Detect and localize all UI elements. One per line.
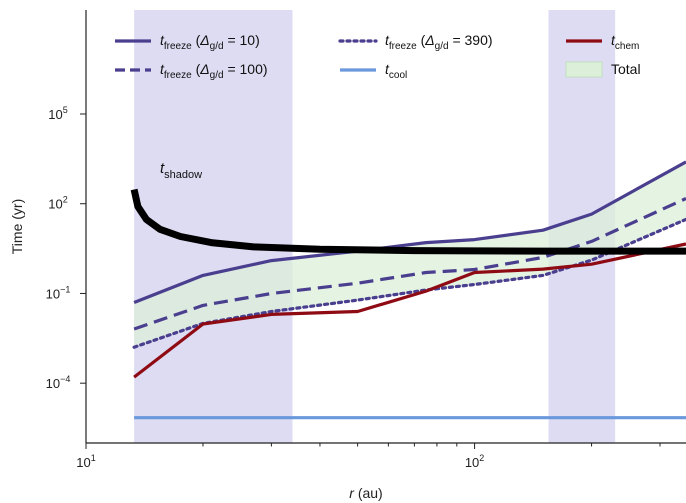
legend: tfreeze (Δg/d = 10)tfreeze (Δg/d = 100)t…: [115, 32, 641, 81]
legend-label-total: Total: [611, 61, 641, 77]
x-tick-label: 101: [76, 453, 95, 470]
legend-delta: Δ: [199, 32, 209, 48]
label-subscript: shadow: [164, 169, 202, 181]
tick-exponent: 1: [91, 453, 96, 463]
shadow-curve-label: tshadow: [160, 160, 202, 181]
legend-value: = 390): [449, 32, 493, 48]
series-line-shadow: [130, 188, 686, 255]
tick-base: 10: [76, 455, 90, 470]
y-tick-label: 105: [48, 105, 67, 122]
legend-var: t: [385, 32, 390, 48]
x-axis-title-var: r: [349, 485, 355, 501]
legend-label-cool: tcool: [385, 61, 407, 81]
y-tick-label: 10−1: [46, 284, 71, 301]
y-tick-label: 10−4: [46, 374, 71, 391]
x-axis-title: r (au): [349, 485, 382, 501]
x-axis-title-unit: (au): [354, 485, 383, 501]
legend-var: t: [160, 32, 165, 48]
tick-exponent: −4: [60, 374, 70, 384]
total-band: [134, 161, 686, 348]
legend-paren: (: [192, 61, 201, 77]
legend-subscript: freeze: [164, 70, 192, 81]
total-band-area: [134, 161, 686, 348]
legend-label-freeze390: tfreeze (Δg/d = 390): [385, 32, 493, 52]
tick-exponent: 5: [63, 105, 68, 115]
legend-swatch-total: [565, 61, 603, 78]
legend-paren: (: [192, 32, 201, 48]
legend-label-freeze100: tfreeze (Δg/d = 100): [160, 61, 268, 81]
legend-label-freeze10: tfreeze (Δg/d = 10): [160, 32, 260, 52]
axes: [80, 10, 686, 449]
legend-subscript: freeze: [389, 41, 417, 52]
legend-subscript: chem: [615, 41, 639, 52]
legend-subscript: cool: [389, 70, 407, 81]
series-line-chem: [133, 242, 686, 379]
label-var: t: [160, 160, 165, 177]
series-line-freeze100: [133, 197, 686, 331]
tick-exponent: −1: [60, 284, 70, 294]
tick-exponent: 2: [479, 453, 484, 463]
y-axis-title: Time (yr): [9, 199, 25, 254]
legend-value: = 10): [224, 32, 260, 48]
tick-exponent: 2: [63, 195, 68, 205]
tick-base: 10: [48, 197, 62, 212]
tick-base: 10: [48, 107, 62, 122]
legend-delta: Δ: [424, 32, 434, 48]
legend-value: = 100): [224, 61, 268, 77]
legend-var: t: [385, 61, 390, 77]
legend-label-chem: tchem: [611, 32, 639, 52]
legend-var: t: [160, 61, 165, 77]
legend-paren: (: [417, 32, 426, 48]
legend-delta-subscript: g/d: [210, 70, 224, 81]
tick-base: 10: [465, 455, 479, 470]
tick-base: 10: [46, 286, 60, 301]
x-tick-label: 102: [465, 453, 484, 470]
series-lines: [130, 160, 686, 420]
legend-subscript: freeze: [164, 41, 192, 52]
legend-delta: Δ: [199, 61, 209, 77]
legend-var: t: [611, 32, 616, 48]
tick-base: 10: [46, 376, 60, 391]
legend-delta-subscript: g/d: [435, 41, 449, 52]
series-line-freeze10: [133, 160, 686, 304]
legend-delta-subscript: g/d: [210, 41, 224, 52]
y-tick-label: 102: [48, 195, 67, 212]
